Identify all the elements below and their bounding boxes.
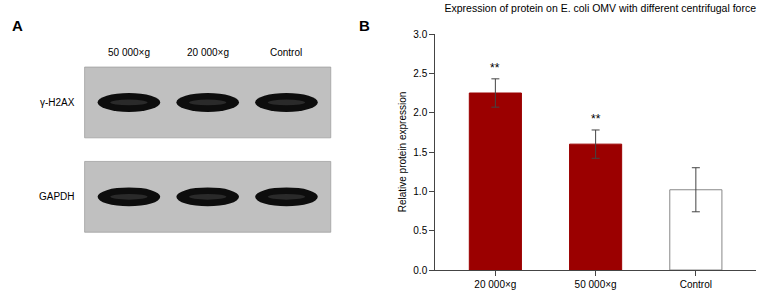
svg-text:γ-H2AX: γ-H2AX [40, 97, 75, 108]
svg-text:50 000×g: 50 000×g [108, 47, 150, 58]
svg-text:50 000×g: 50 000×g [575, 279, 617, 290]
svg-text:Expression of protein on E. co: Expression of protein on E. coli OMV wit… [445, 2, 757, 14]
svg-text:Control: Control [680, 279, 712, 290]
svg-text:1.5: 1.5 [413, 147, 427, 158]
svg-text:0.5: 0.5 [413, 225, 427, 236]
svg-text:20 000×g: 20 000×g [474, 279, 516, 290]
svg-text:3.0: 3.0 [413, 29, 427, 40]
svg-text:A: A [12, 17, 23, 34]
svg-text:2.5: 2.5 [413, 68, 427, 79]
svg-text:**: ** [490, 61, 500, 75]
svg-text:GAPDH: GAPDH [39, 191, 75, 202]
svg-text:**: ** [591, 112, 601, 126]
svg-text:20 000×g: 20 000×g [187, 47, 229, 58]
svg-text:Relative protein expression: Relative protein expression [397, 92, 408, 213]
svg-text:B: B [359, 17, 370, 34]
svg-text:Control: Control [270, 47, 302, 58]
svg-text:0.0: 0.0 [413, 265, 427, 276]
svg-text:1.0: 1.0 [413, 186, 427, 197]
svg-text:2.0: 2.0 [413, 107, 427, 118]
